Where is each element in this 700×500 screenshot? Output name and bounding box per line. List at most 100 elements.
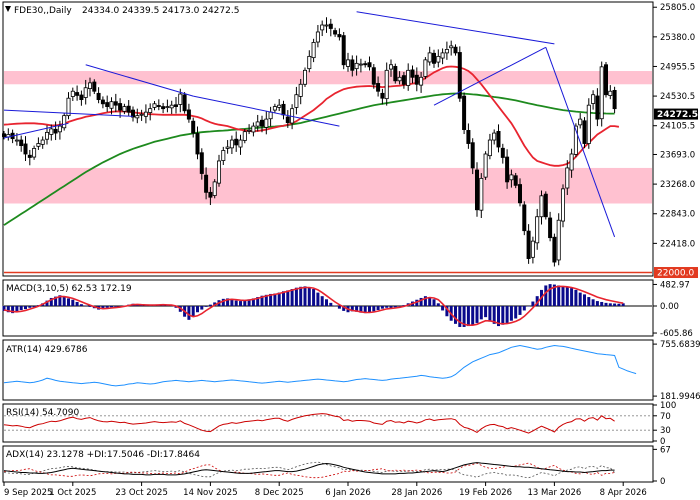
macd-bar bbox=[608, 303, 612, 306]
macd-bar bbox=[621, 303, 625, 306]
macd-bar bbox=[484, 305, 488, 318]
bearish-candle bbox=[208, 191, 213, 198]
bullish-candle bbox=[225, 146, 230, 149]
bullish-candle bbox=[32, 148, 37, 158]
bullish-candle bbox=[423, 59, 428, 77]
bullish-candle bbox=[40, 139, 45, 145]
rsi-label: RSI(14) 54.7090 bbox=[6, 408, 79, 418]
macd-bar bbox=[2, 305, 6, 311]
adx-panel-frame bbox=[2, 445, 654, 483]
macd-bar bbox=[535, 296, 539, 306]
macd-bar bbox=[342, 305, 346, 311]
axis-tick-label: -605.86 bbox=[660, 329, 693, 339]
atr-axis-ticks: 755.6839 181.9946 bbox=[653, 340, 700, 402]
bullish-candle bbox=[324, 24, 329, 27]
bearish-candle bbox=[401, 75, 406, 85]
trendline bbox=[356, 11, 555, 45]
title-triangle-icon bbox=[5, 6, 11, 12]
macd-bar bbox=[337, 305, 341, 309]
macd-bar bbox=[617, 303, 621, 306]
macd-bar bbox=[462, 305, 466, 327]
rsi-guide-lines bbox=[4, 415, 652, 431]
macd-bar bbox=[385, 305, 389, 308]
price-tick-label: 24105.5 bbox=[660, 122, 695, 132]
macd-bar bbox=[471, 305, 475, 325]
bullish-candle bbox=[487, 139, 492, 157]
bearish-candle bbox=[186, 109, 191, 120]
axis-tick-label: 755.6839 bbox=[660, 340, 700, 350]
macd-bar bbox=[583, 294, 586, 306]
bearish-candle bbox=[363, 63, 368, 66]
macd-bar bbox=[398, 305, 402, 307]
bearish-candle bbox=[474, 169, 479, 211]
bearish-candle bbox=[130, 109, 135, 118]
bearish-candle bbox=[466, 130, 471, 144]
macd-bar bbox=[325, 299, 328, 306]
macd-bar bbox=[505, 305, 509, 323]
macd-bar bbox=[368, 305, 371, 313]
macd-bar bbox=[62, 296, 66, 306]
bearish-candle bbox=[505, 156, 510, 183]
bullish-candle bbox=[483, 153, 488, 178]
bullish-candle bbox=[57, 125, 62, 133]
macd-bar bbox=[54, 296, 58, 306]
macd-bar bbox=[6, 305, 10, 313]
macd-bar bbox=[88, 305, 92, 307]
bearish-candle bbox=[337, 34, 342, 38]
atr-label: ATR(14) 429.6786 bbox=[6, 345, 88, 355]
macd-bar bbox=[49, 297, 53, 306]
bullish-candle bbox=[62, 115, 67, 129]
bearish-candle bbox=[100, 99, 105, 105]
macd-bar bbox=[548, 284, 552, 306]
bearish-candle bbox=[350, 59, 355, 71]
macd-bar bbox=[591, 299, 595, 306]
bearish-candle bbox=[191, 120, 196, 134]
macd-bar bbox=[191, 305, 195, 317]
macd-bar bbox=[84, 305, 88, 307]
macd-bar bbox=[71, 299, 75, 306]
macd-bar bbox=[415, 299, 419, 306]
macd-bar bbox=[19, 305, 23, 311]
macd-bar bbox=[574, 289, 578, 306]
macd-bar bbox=[522, 305, 526, 311]
macd-bar bbox=[492, 305, 496, 324]
macd-bar bbox=[329, 302, 333, 306]
bullish-candle bbox=[565, 167, 570, 189]
bullish-candle bbox=[36, 143, 41, 147]
bullish-candle bbox=[427, 52, 432, 63]
time-tick-label: 14 Nov 2025 bbox=[183, 488, 237, 498]
bullish-candle bbox=[70, 90, 75, 97]
support-zone bbox=[4, 167, 652, 204]
bullish-candle bbox=[238, 139, 243, 148]
bullish-candle bbox=[109, 101, 114, 109]
bullish-candle bbox=[122, 106, 127, 112]
candlesticks bbox=[2, 17, 617, 267]
bullish-candle bbox=[152, 103, 157, 108]
macd-bar bbox=[372, 305, 376, 312]
macd-bar bbox=[286, 290, 290, 306]
bearish-candle bbox=[19, 139, 24, 147]
trendline bbox=[433, 46, 547, 106]
time-tick-label: 9 Sep 2025 bbox=[4, 488, 52, 498]
axis-tick-label: 30 bbox=[660, 426, 671, 436]
trendlines bbox=[3, 11, 616, 238]
macd-bar bbox=[514, 305, 518, 319]
bearish-candle bbox=[118, 103, 123, 111]
bullish-candle bbox=[14, 139, 19, 142]
bearish-candle bbox=[543, 193, 548, 218]
macd-bar bbox=[221, 298, 225, 306]
macd-bar bbox=[226, 298, 230, 306]
bullish-candle bbox=[298, 83, 303, 97]
bearish-candle bbox=[79, 94, 84, 101]
macd-bar bbox=[105, 305, 109, 308]
bullish-candle bbox=[388, 64, 393, 70]
time-tick-label: 13 Mar 2026 bbox=[527, 488, 581, 498]
bullish-candle bbox=[449, 45, 454, 49]
bullish-candle bbox=[591, 94, 596, 104]
bearish-candle bbox=[173, 104, 178, 107]
macd-bar bbox=[101, 305, 105, 309]
bullish-candle bbox=[272, 106, 277, 111]
macd-bar bbox=[544, 285, 548, 306]
